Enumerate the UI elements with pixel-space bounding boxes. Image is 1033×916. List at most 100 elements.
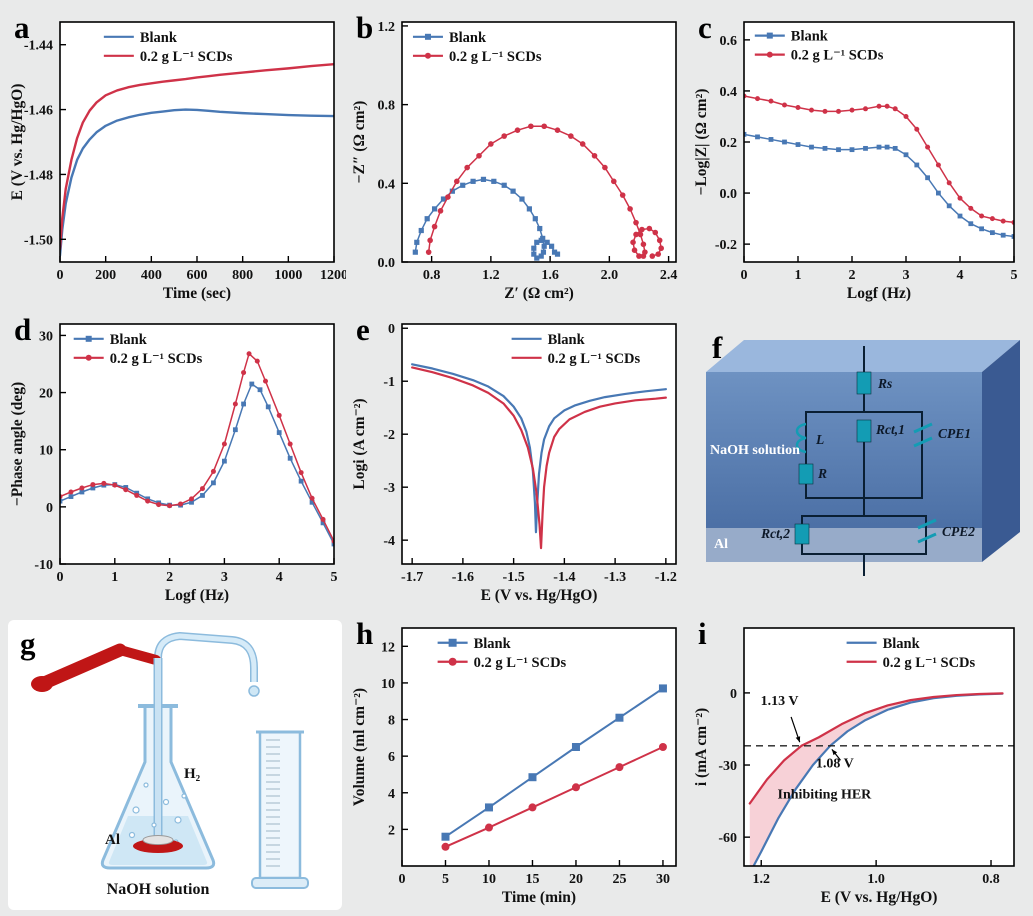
h2-label: H₂ — [184, 766, 201, 782]
svg-text:−Phase angle (deg): −Phase angle (deg) — [9, 382, 26, 506]
chart-b-nyquist: 0.8 1.2 1.6 2.0 2.4 0.0 0.4 0.8 1.2 Z′ (Ω cm²) −Z″… — [351, 20, 678, 302]
svg-text:-30: -30 — [718, 759, 737, 774]
svg-text:0: 0 — [57, 570, 64, 585]
svg-text:3: 3 — [221, 570, 228, 585]
svg-text:0.0: 0.0 — [378, 256, 396, 271]
svg-text:2: 2 — [166, 570, 173, 585]
svg-text:20: 20 — [569, 872, 583, 887]
svg-text:1.0: 1.0 — [867, 872, 885, 887]
svg-text:12: 12 — [381, 640, 395, 655]
cylinder-graduations — [266, 739, 280, 867]
chart-i-her-polarization: 1.2 1.0 0.8 0 -30 -60 E (V vs. Hg/HgO) i (mA cm… — [693, 627, 1015, 906]
panel-f: f — [698, 326, 1028, 588]
svg-text:5: 5 — [331, 570, 338, 585]
svg-text:Time (sec): Time (sec) — [163, 285, 231, 302]
svg-text:0.4: 0.4 — [378, 177, 396, 192]
panel-letter-g: g — [20, 626, 36, 661]
panel-letter-h: h — [356, 616, 374, 651]
panel-b: b 0.8 1.2 1.6 2.0 2.4 0.0 0.4 0.8 1.2 Z′ (Ω cm²) −… — [348, 12, 688, 308]
svg-text:0.4: 0.4 — [720, 85, 738, 100]
svg-text:10: 10 — [39, 444, 53, 459]
chart-e-tafel: -1.7 -1.6 -1.5 -1.4 -1.3 -1.2 0 -1 -2 -3 -4 E (V vs… — [351, 322, 677, 604]
rct2-label: Rct,2 — [760, 526, 790, 541]
svg-text:1: 1 — [111, 570, 118, 585]
svg-text:0.8: 0.8 — [982, 872, 1000, 887]
svg-text:-0.2: -0.2 — [715, 238, 737, 253]
panel-letter-e: e — [356, 312, 370, 347]
al-label-apparatus: Al — [105, 832, 120, 848]
svg-text:200: 200 — [95, 268, 116, 283]
svg-text:E (V vs. Hg/HgO): E (V vs. Hg/HgO) — [9, 84, 26, 201]
svg-text:Blank: Blank — [474, 636, 512, 652]
svg-text:E (V vs. Hg/HgO): E (V vs. Hg/HgO) — [821, 889, 938, 906]
r-label: R — [817, 466, 827, 481]
naoh-solution-label: NaOH solution — [710, 443, 800, 458]
h2-collection-apparatus: H₂ Al NaOH solution — [8, 620, 342, 910]
rs-label: Rs — [877, 376, 892, 391]
al-tablet — [142, 835, 174, 845]
svg-text:8: 8 — [388, 714, 395, 729]
cpe2-label: CPE2 — [942, 524, 975, 539]
svg-text:Blank: Blank — [883, 636, 921, 652]
panel-h: h 0 5 10 15 20 25 30 2 4 6 8 10 12 Time (min) Volume (… — [348, 618, 688, 912]
rct2-resistor — [794, 523, 810, 545]
svg-text:25: 25 — [612, 872, 626, 887]
svg-text:-1.48: -1.48 — [24, 168, 53, 183]
svg-text:-1.4: -1.4 — [553, 570, 575, 585]
svg-text:0.2 g L⁻¹ SCDs: 0.2 g L⁻¹ SCDs — [791, 48, 884, 64]
inductor-coil — [795, 422, 807, 454]
r-resistor — [798, 463, 814, 485]
svg-text:2: 2 — [849, 268, 856, 283]
svg-text:0.2: 0.2 — [720, 136, 738, 151]
circuit-wires — [801, 346, 927, 576]
panel-g: g — [6, 618, 344, 912]
flask — [100, 658, 216, 870]
l-label: L — [815, 432, 824, 447]
water-droplet — [248, 685, 260, 697]
panel-c: c 0 1 2 3 4 5 -0.2 0.0 0.2 0.4 0.6 Logf (Hz) −Log|Z|… — [690, 12, 1026, 308]
svg-text:5: 5 — [1011, 268, 1018, 283]
rct1-label: Rct,1 — [875, 422, 905, 437]
cpe1-label: CPE1 — [938, 426, 971, 441]
svg-text:1.2: 1.2 — [378, 20, 396, 35]
svg-text:30: 30 — [39, 329, 53, 344]
chart-c-bode-impedance: 0 1 2 3 4 5 -0.2 0.0 0.2 0.4 0.6 Logf (Hz) −Log|Z| (… — [693, 21, 1018, 302]
chart-d-bode-phase: 0 1 2 3 4 5 -10 0 10 20 30 Logf (Hz) −Phase angle (d… — [9, 323, 338, 604]
svg-text:6: 6 — [388, 750, 395, 765]
svg-text:1000: 1000 — [274, 268, 302, 283]
panel-a: a 0 200 400 600 800 1000 1200 -1.44 -1.46 -1.48 -1… — [6, 12, 346, 308]
svg-text:-1.5: -1.5 — [503, 570, 525, 585]
svg-text:1: 1 — [795, 268, 802, 283]
svg-text:0: 0 — [57, 268, 64, 283]
svg-text:1.13 V: 1.13 V — [761, 694, 799, 709]
panel-letter-f: f — [712, 330, 723, 365]
svg-text:-60: -60 — [718, 831, 737, 846]
svg-text:5: 5 — [442, 872, 449, 887]
svg-text:-2: -2 — [383, 428, 395, 443]
panel-d: d 0 1 2 3 4 5 -10 0 10 20 30 Logf (Hz) −Phase angle … — [6, 314, 346, 610]
cpe2-symbol — [917, 518, 937, 530]
svg-text:-1.7: -1.7 — [401, 570, 423, 585]
equivalent-circuit-diagram: NaOH solution Al Rs Rct,1 CPE1 L R Rct,2… — [706, 340, 1020, 576]
cpe1-symbol — [913, 422, 933, 434]
svg-text:−Log|Z| (Ω cm²): −Log|Z| (Ω cm²) — [693, 89, 710, 196]
svg-text:Logf (Hz): Logf (Hz) — [165, 587, 229, 604]
panel-letter-b: b — [356, 10, 374, 45]
svg-text:0: 0 — [730, 687, 737, 702]
delivery-tube — [154, 631, 260, 697]
svg-text:Blank: Blank — [791, 29, 829, 45]
svg-text:E (V vs. Hg/HgO): E (V vs. Hg/HgO) — [481, 587, 598, 604]
svg-text:2.4: 2.4 — [660, 268, 678, 283]
svg-text:4: 4 — [276, 570, 283, 585]
svg-text:0.0: 0.0 — [720, 187, 738, 202]
svg-text:800: 800 — [232, 268, 253, 283]
svg-text:Volume (ml cm⁻²): Volume (ml cm⁻²) — [351, 688, 368, 806]
al-layer — [706, 528, 982, 562]
svg-text:-1.46: -1.46 — [24, 104, 53, 119]
svg-text:−Z″ (Ω cm²): −Z″ (Ω cm²) — [351, 101, 368, 184]
svg-text:0: 0 — [388, 322, 395, 337]
svg-text:-3: -3 — [383, 481, 395, 496]
svg-text:Logi (A cm⁻²): Logi (A cm⁻²) — [351, 398, 368, 489]
svg-text:-1.2: -1.2 — [655, 570, 677, 585]
svg-text:1.2: 1.2 — [482, 268, 500, 283]
